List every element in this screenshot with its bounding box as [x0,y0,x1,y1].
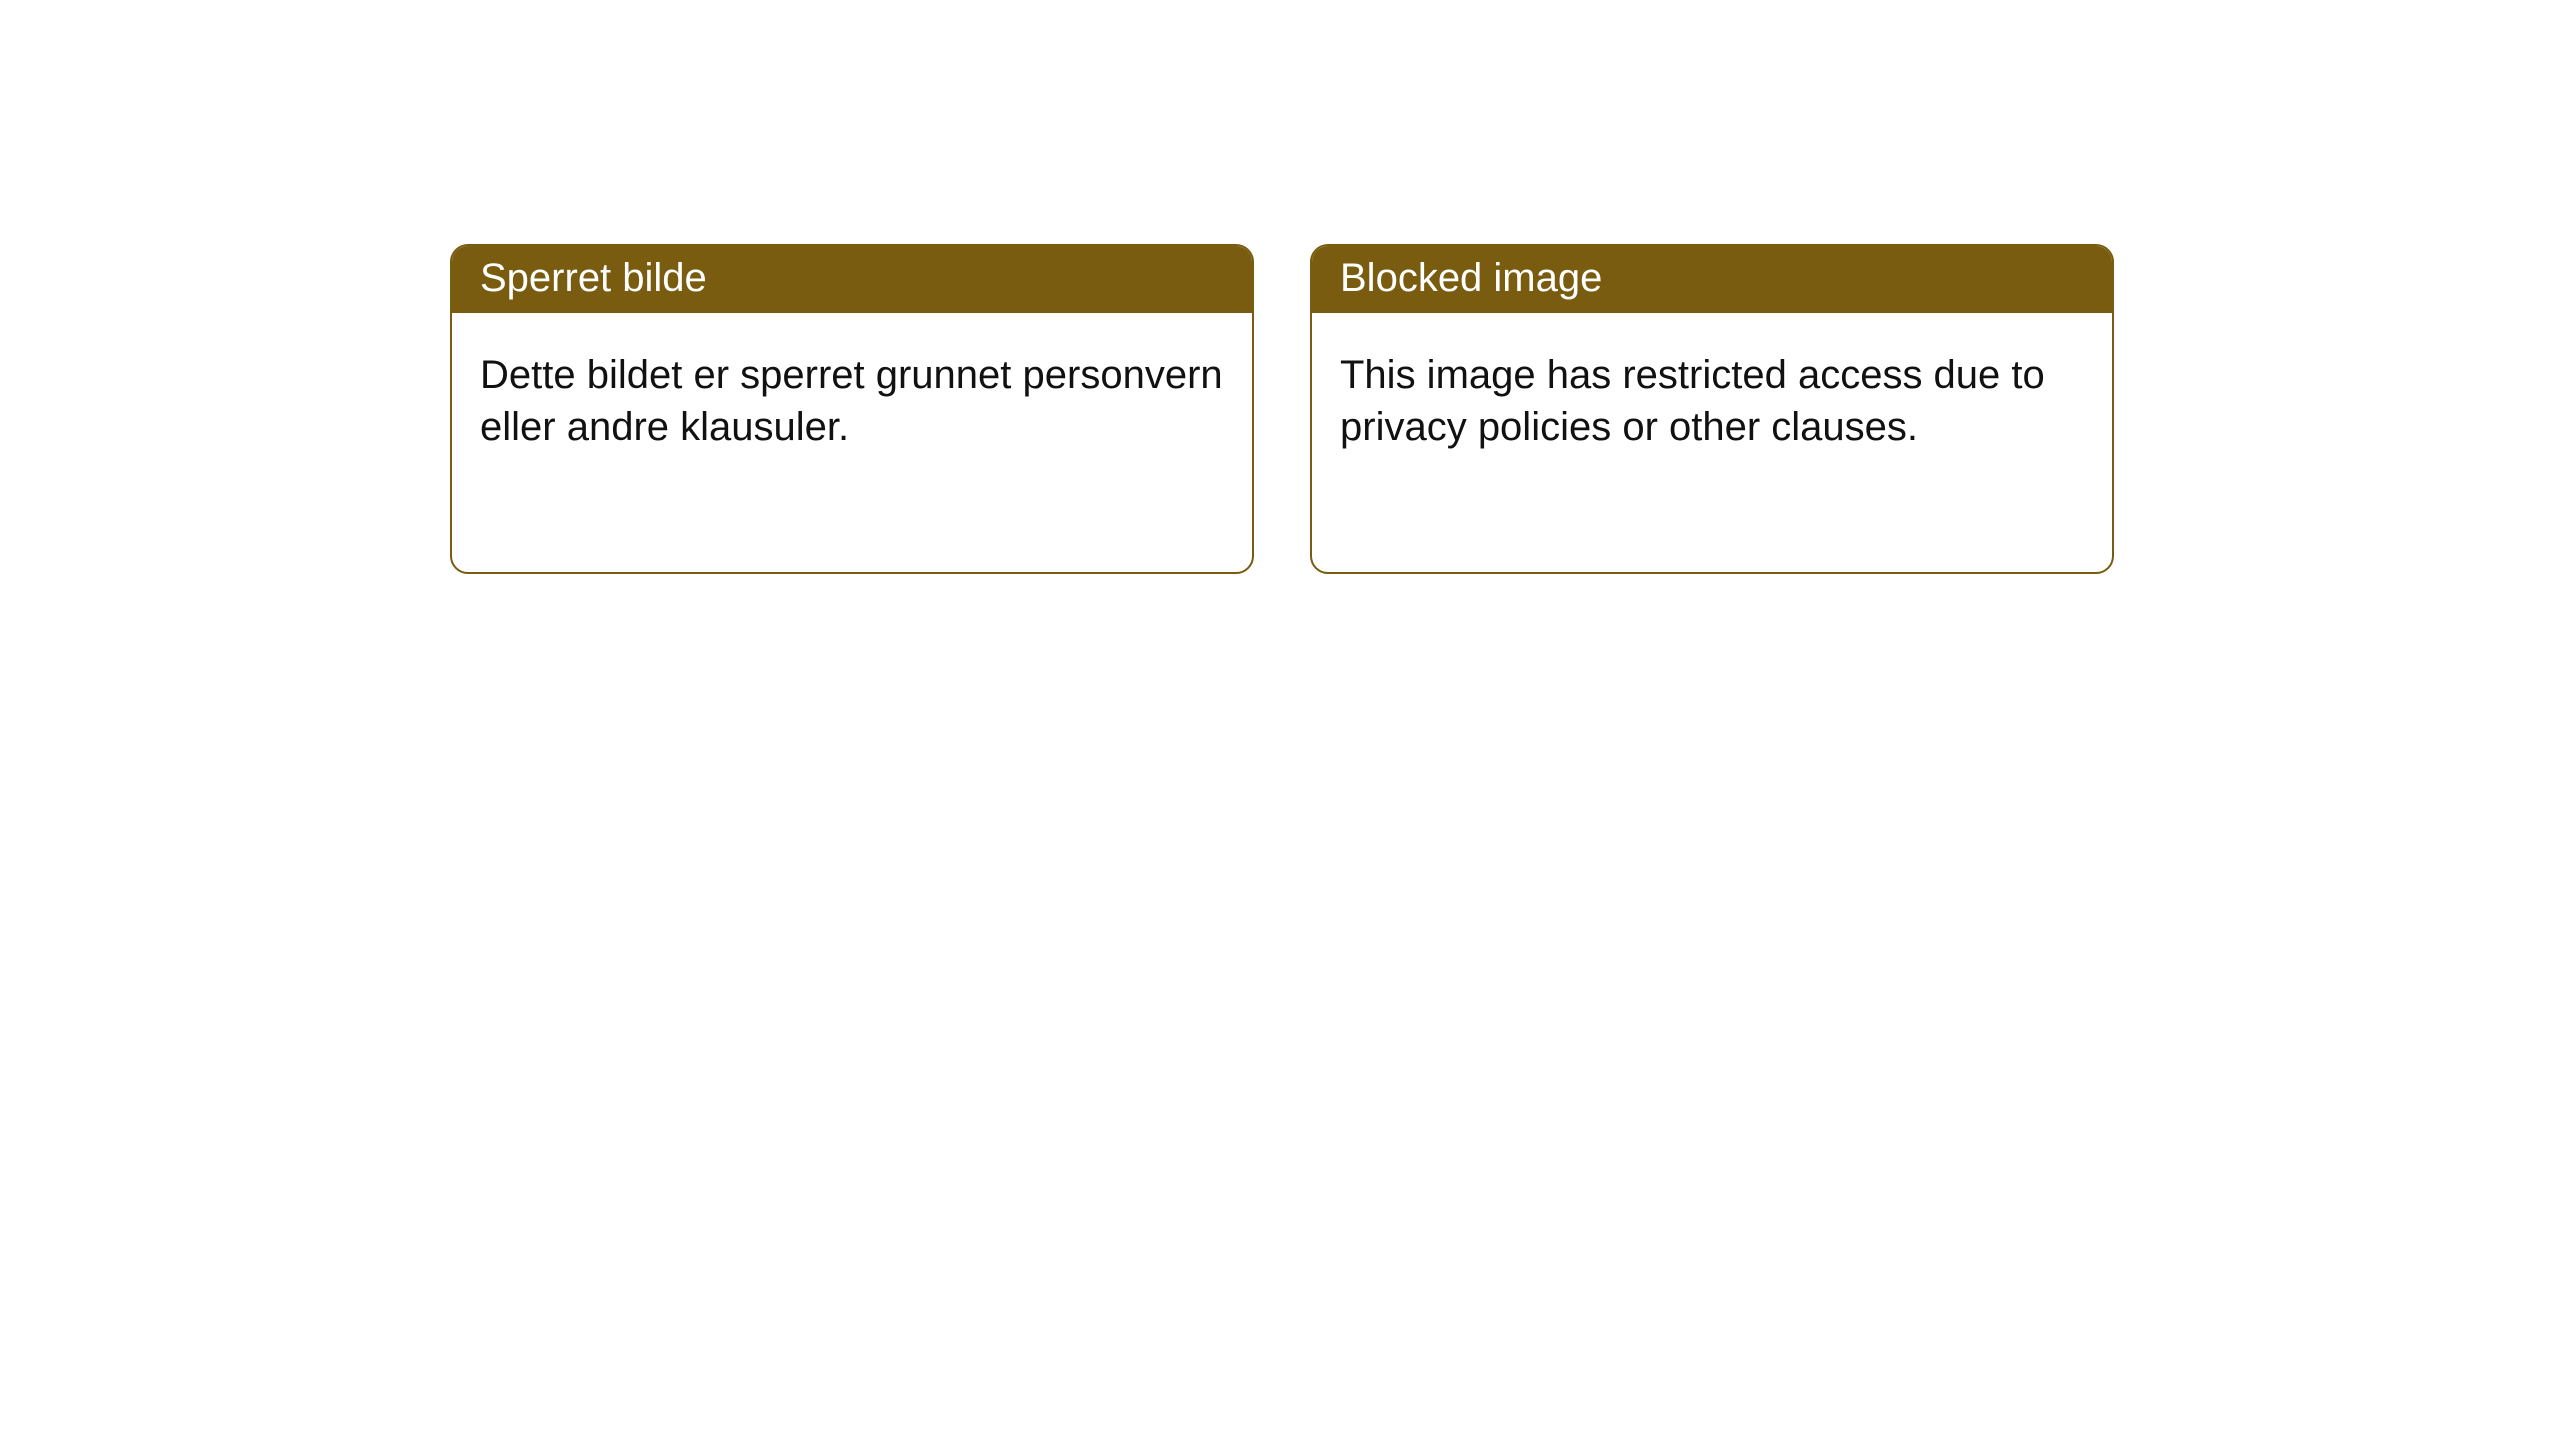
notice-body: Dette bildet er sperret grunnet personve… [452,313,1252,489]
notice-title: Blocked image [1312,246,2112,313]
notice-body: This image has restricted access due to … [1312,313,2112,489]
notice-title: Sperret bilde [452,246,1252,313]
notice-card-english: Blocked image This image has restricted … [1310,244,2114,574]
notice-card-norwegian: Sperret bilde Dette bildet er sperret gr… [450,244,1254,574]
notice-container: Sperret bilde Dette bildet er sperret gr… [0,0,2560,574]
